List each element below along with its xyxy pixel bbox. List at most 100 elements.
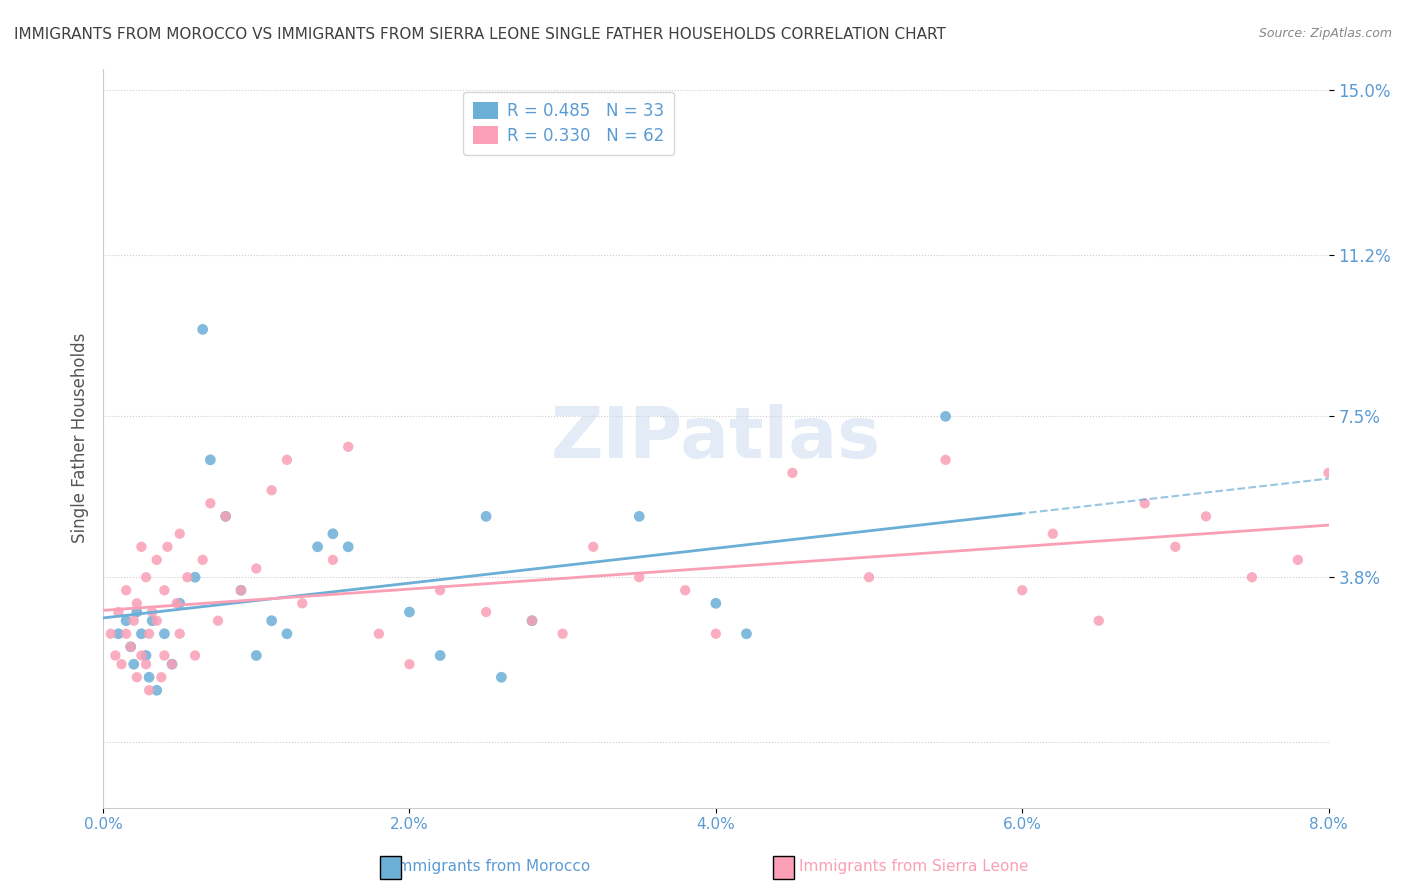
Point	[337, 440, 360, 454]
Point	[138, 670, 160, 684]
Point	[169, 626, 191, 640]
Point	[704, 626, 727, 640]
Point	[245, 648, 267, 663]
Point	[100, 626, 122, 640]
Point	[150, 670, 173, 684]
Text: IMMIGRANTS FROM MOROCCO VS IMMIGRANTS FROM SIERRA LEONE SINGLE FATHER HOUSEHOLDS: IMMIGRANTS FROM MOROCCO VS IMMIGRANTS FR…	[14, 27, 946, 42]
Point	[166, 596, 188, 610]
Point	[782, 466, 804, 480]
Point	[520, 614, 543, 628]
Point	[120, 640, 142, 654]
Legend: R = 0.485   N = 33, R = 0.330   N = 62: R = 0.485 N = 33, R = 0.330 N = 62	[464, 92, 673, 154]
Point	[110, 657, 132, 672]
Point	[131, 648, 153, 663]
Point	[115, 614, 138, 628]
Point	[125, 596, 148, 610]
Point	[135, 657, 157, 672]
Point	[200, 453, 222, 467]
Point	[191, 553, 214, 567]
Point	[735, 626, 758, 640]
Point	[215, 509, 238, 524]
Point	[1087, 614, 1109, 628]
Point	[153, 626, 176, 640]
Point	[307, 540, 329, 554]
Point	[229, 583, 252, 598]
Point	[115, 626, 138, 640]
Point	[141, 614, 163, 628]
Y-axis label: Single Father Households: Single Father Households	[72, 333, 89, 543]
Point	[551, 626, 574, 640]
Point	[107, 626, 129, 640]
Point	[138, 626, 160, 640]
Point	[1011, 583, 1033, 598]
Point	[398, 657, 420, 672]
Point	[1042, 526, 1064, 541]
Point	[145, 614, 167, 628]
Point	[135, 648, 157, 663]
Point	[107, 605, 129, 619]
Point	[935, 409, 957, 424]
Point	[475, 509, 498, 524]
Text: Source: ZipAtlas.com: Source: ZipAtlas.com	[1258, 27, 1392, 40]
Point	[135, 570, 157, 584]
Point	[115, 583, 138, 598]
Point	[628, 509, 651, 524]
Text: Immigrants from Sierra Leone: Immigrants from Sierra Leone	[799, 859, 1029, 874]
Point	[141, 605, 163, 619]
Point	[131, 626, 153, 640]
Point	[145, 553, 167, 567]
Point	[520, 614, 543, 628]
Point	[207, 614, 229, 628]
Point	[153, 583, 176, 598]
Point	[935, 453, 957, 467]
Point	[138, 683, 160, 698]
Point	[229, 583, 252, 598]
Point	[704, 596, 727, 610]
Point	[337, 540, 360, 554]
Point	[160, 657, 183, 672]
Point	[1133, 496, 1156, 510]
Point	[215, 509, 238, 524]
Point	[628, 570, 651, 584]
Point	[169, 596, 191, 610]
Point	[322, 553, 344, 567]
Text: ZIPatlas: ZIPatlas	[551, 403, 882, 473]
Point	[276, 453, 298, 467]
Point	[260, 614, 283, 628]
Point	[160, 657, 183, 672]
Point	[260, 483, 283, 498]
Point	[156, 540, 179, 554]
Point	[1195, 509, 1218, 524]
Point	[367, 626, 389, 640]
Point	[169, 526, 191, 541]
Point	[176, 570, 198, 584]
Point	[125, 605, 148, 619]
Point	[122, 614, 145, 628]
Point	[858, 570, 880, 584]
Point	[1286, 553, 1309, 567]
Point	[582, 540, 605, 554]
Point	[429, 583, 451, 598]
Point	[184, 648, 207, 663]
Point	[398, 605, 420, 619]
Text: Immigrants from Morocco: Immigrants from Morocco	[394, 859, 591, 874]
Point	[245, 561, 267, 575]
Point	[475, 605, 498, 619]
Point	[120, 640, 142, 654]
Point	[276, 626, 298, 640]
Point	[191, 322, 214, 336]
Point	[131, 540, 153, 554]
Point	[322, 526, 344, 541]
Point	[429, 648, 451, 663]
Point	[1240, 570, 1263, 584]
Point	[673, 583, 696, 598]
Point	[145, 683, 167, 698]
Point	[184, 570, 207, 584]
Point	[1164, 540, 1187, 554]
Point	[122, 657, 145, 672]
Point	[104, 648, 127, 663]
Point	[200, 496, 222, 510]
Point	[291, 596, 314, 610]
Point	[125, 670, 148, 684]
Point	[1317, 466, 1340, 480]
